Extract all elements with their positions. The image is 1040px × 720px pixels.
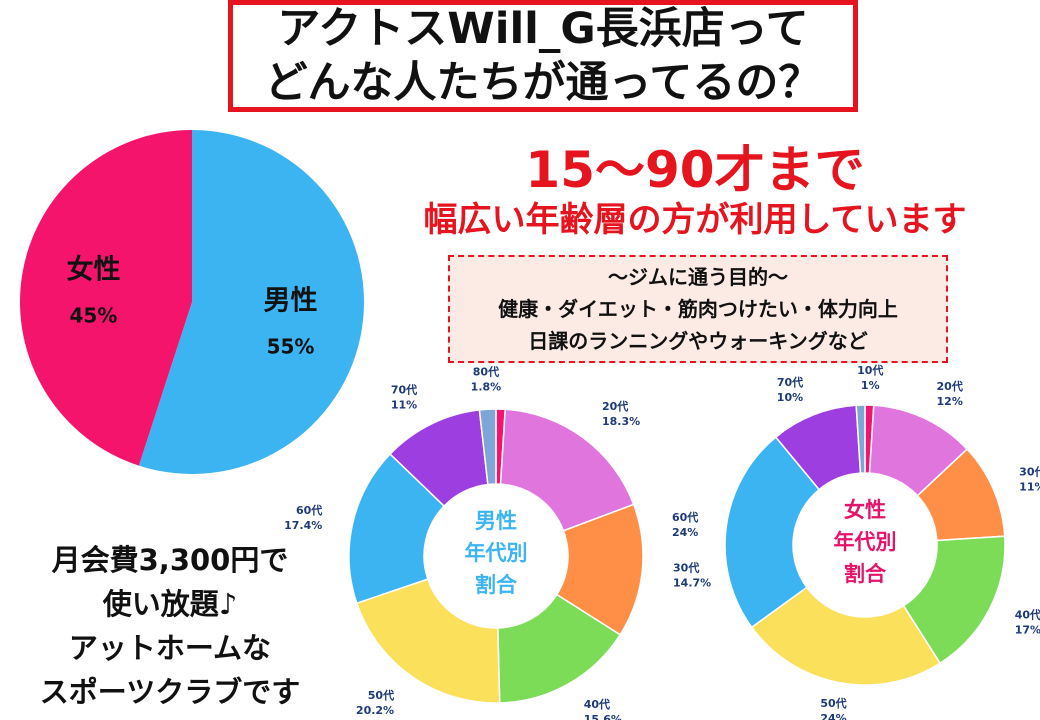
female-age-slice [902, 535, 1006, 665]
female-age-slice-value: 1% [861, 379, 880, 392]
male-age-slice [355, 578, 501, 704]
female-age-slice-label: 60代 [672, 510, 698, 524]
female-age-slice-value: 12% [937, 395, 963, 408]
male-age-slice-label: 40代 [584, 697, 610, 711]
promo-text: 月会費3,300円で 使い放題♪ アットホームな スポーツクラブです [0, 538, 340, 714]
female-age-slice-value: 24% [672, 526, 698, 539]
gender-slice-label: 男性 [264, 286, 318, 317]
female-age-center-label: 割合 [844, 562, 887, 586]
male-age-center-label: 年代別 [465, 541, 528, 565]
male-age-slice-label: 70代 [391, 382, 417, 396]
male-age-slice-value: 17.4% [284, 519, 322, 532]
female-age-slice-label: 70代 [777, 375, 803, 389]
female-age-slice-label: 40代 [1015, 607, 1040, 621]
gender-slice [19, 130, 193, 466]
title-box: アクトスWill_G長浜店って どんな人たちが通ってるの？ [228, 0, 858, 112]
gender-slice-label: 女性 [66, 253, 120, 285]
female-age-center-label: 女性 [844, 498, 886, 522]
purpose-line-2: 日課のランニングやウォーキングなど [528, 329, 868, 353]
female-age-slice-label: 10代 [857, 363, 883, 377]
title-line-1: アクトスWill_G長浜店って [277, 4, 809, 54]
promo-line-2: 使い放題♪ [102, 587, 238, 621]
female-age-slice-value: 24% [820, 712, 846, 720]
male-age-center-label: 男性 [475, 509, 517, 533]
male-age-slice [499, 408, 635, 532]
gender-slice [138, 130, 364, 474]
male-age-slice [497, 593, 622, 704]
gender-slice-value: 45% [70, 303, 118, 327]
age-range-heading: 15〜90才まで [525, 141, 865, 199]
promo-line-4: スポーツクラブです [39, 675, 301, 709]
male-age-slice-label: 50代 [368, 688, 394, 702]
female-age-slice-label: 20代 [937, 379, 963, 393]
female-age-slice [724, 436, 821, 629]
purpose-box: 〜ジムに通う目的〜 健康・ダイエット・筋肉つけたい・体力向上 日課のランニングや… [448, 255, 948, 363]
male-age-slice-label: 30代 [673, 560, 699, 574]
promo-line-1: 月会費3,300円で [51, 543, 289, 577]
male-age-slice-label: 80代 [473, 364, 499, 378]
male-age-slice-label: 60代 [296, 503, 322, 517]
purpose-heading: 〜ジムに通う目的〜 [608, 265, 788, 289]
female-age-slice [750, 586, 942, 686]
male-age-slice-label: 20代 [602, 399, 628, 413]
female-age-slice [855, 404, 866, 474]
male-age-slice-value: 1.8% [471, 380, 502, 393]
age-range-subtitle: 幅広い年齢層の方が利用しています [423, 200, 967, 240]
female-age-slice-label: 50代 [820, 696, 846, 710]
female-age-center-label: 年代別 [834, 530, 897, 554]
female-age-slice-value: 11% [1019, 480, 1040, 493]
female-age-slice-value: 17% [1015, 623, 1040, 636]
purpose-line-1: 健康・ダイエット・筋肉つけたい・体力向上 [498, 297, 898, 321]
promo-line-3: アットホームな [68, 631, 272, 665]
female-age-slice-label: 30代 [1019, 464, 1040, 478]
male-age-slice [478, 408, 497, 486]
male-age-center-label: 割合 [475, 573, 518, 597]
male-age-slice-value: 20.2% [356, 704, 394, 717]
female-age-slice-value: 10% [777, 391, 803, 404]
male-age-slice-value: 15.6% [584, 713, 622, 720]
male-age-slice-value: 18.3% [602, 415, 640, 428]
gender-slice-value: 55% [267, 335, 315, 359]
male-age-slice-value: 11% [391, 398, 417, 411]
male-age-slice-value: 14.7% [673, 576, 711, 589]
title-line-2: どんな人たちが通ってるの？ [264, 58, 822, 108]
